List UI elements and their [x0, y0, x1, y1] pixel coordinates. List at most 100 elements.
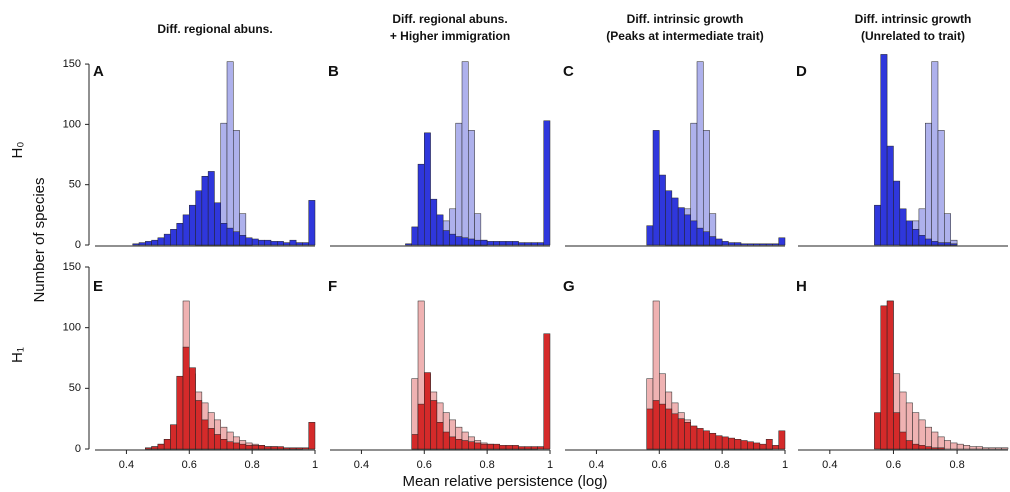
- histogram-bar: [277, 241, 284, 246]
- row-label: H₁: [9, 347, 26, 363]
- histogram-bar: [442, 431, 450, 450]
- histogram-bar: [245, 445, 253, 450]
- histogram-bar: [696, 227, 704, 246]
- histogram-bar: [474, 239, 482, 246]
- histogram-bar: [430, 198, 438, 246]
- histogram-bar: [963, 445, 971, 450]
- panel-label: G: [563, 278, 575, 295]
- histogram-bar: [518, 242, 526, 246]
- histogram-bar: [715, 238, 723, 246]
- histogram-bar: [899, 431, 907, 450]
- histogram-bar: [753, 442, 761, 450]
- histogram-bar: [442, 230, 450, 246]
- histogram-bar: [468, 238, 475, 246]
- histogram-bar: [659, 174, 666, 246]
- histogram-bar: [499, 445, 507, 450]
- histogram-bar: [289, 239, 297, 246]
- panel-title: Diff. intrinsic growth: [855, 12, 972, 26]
- histogram-bar: [646, 225, 654, 246]
- histogram-bar: [264, 446, 272, 450]
- histogram-bar: [201, 419, 209, 450]
- histogram-bar: [455, 439, 463, 450]
- histogram-bar: [772, 445, 779, 450]
- histogram-bar: [226, 227, 234, 246]
- histogram-bar: [505, 445, 513, 450]
- x-tick-label: 1: [782, 459, 788, 471]
- histogram-bar: [233, 231, 240, 246]
- x-tick-label: 1: [547, 459, 553, 471]
- histogram-bar: [258, 445, 265, 450]
- histogram-bar: [417, 163, 425, 246]
- histogram-bar: [207, 428, 215, 450]
- histogram-bar: [411, 226, 419, 246]
- histogram-bar: [880, 54, 888, 246]
- histogram-bar: [703, 430, 710, 450]
- y-tick-label: 0: [75, 443, 81, 455]
- histogram-bar: [163, 233, 171, 246]
- panel-label: A: [93, 63, 104, 80]
- histogram-bar: [937, 130, 945, 246]
- histogram-bar: [417, 403, 425, 450]
- histogram-bar: [176, 223, 184, 246]
- histogram-bar: [759, 443, 767, 450]
- panel-label: D: [796, 63, 807, 80]
- panel-label: H: [796, 278, 807, 295]
- histogram-bar: [937, 447, 945, 450]
- histogram-bar: [880, 305, 888, 450]
- histogram-bar: [302, 447, 309, 450]
- histogram-bar: [721, 436, 729, 450]
- histogram-bar: [195, 190, 203, 246]
- y-tick-label: 0: [75, 239, 81, 251]
- histogram-bar: [918, 235, 926, 246]
- y-axis-label: Number of species: [31, 177, 48, 302]
- histogram-bar: [944, 242, 951, 246]
- histogram-bar: [931, 241, 939, 246]
- histogram-bar: [778, 430, 786, 450]
- x-axis-label: Mean relative persistence (log): [402, 473, 607, 490]
- histogram-bar: [480, 443, 488, 450]
- panel-title: Diff. regional abuns.: [392, 12, 507, 26]
- histogram-bar: [226, 61, 234, 246]
- histogram-bar: [424, 132, 431, 246]
- histogram-bar: [302, 242, 309, 246]
- histogram-bar: [684, 214, 691, 246]
- histogram-bar: [759, 243, 767, 246]
- histogram-bar: [937, 436, 945, 450]
- histogram-bar: [220, 439, 228, 450]
- histogram-bar: [455, 122, 463, 246]
- histogram-bar: [264, 239, 272, 246]
- histogram-bar: [690, 425, 698, 450]
- histogram-bar: [1001, 447, 1009, 450]
- histogram-bar: [449, 436, 456, 450]
- histogram-bar: [530, 242, 538, 246]
- histogram-bar: [721, 241, 729, 246]
- histogram-bar: [893, 412, 901, 450]
- histogram-bar: [690, 220, 698, 246]
- histogram-bar: [170, 229, 177, 246]
- histogram-bar: [151, 239, 159, 246]
- histogram-bar: [709, 432, 717, 450]
- histogram-bar: [671, 197, 679, 246]
- x-tick-label: 0.4: [589, 459, 604, 471]
- y-tick-label: 150: [63, 58, 81, 70]
- histogram-bar: [652, 400, 660, 450]
- histogram-bar: [677, 207, 685, 246]
- histogram-bar: [239, 443, 247, 450]
- histogram-bar: [925, 426, 932, 450]
- histogram-bar: [512, 445, 519, 450]
- histogram-bar: [220, 223, 228, 246]
- histogram-bar: [912, 229, 920, 246]
- histogram-bar: [765, 243, 773, 246]
- panel-label: E: [93, 278, 103, 295]
- histogram-bar: [677, 418, 685, 450]
- histogram-bar: [480, 239, 488, 246]
- histogram-bar: [995, 447, 1002, 450]
- histogram-bar: [734, 242, 742, 246]
- histogram-bar: [163, 439, 171, 450]
- histogram-bar: [251, 238, 259, 246]
- histogram-bar: [226, 441, 234, 450]
- histogram-bar: [132, 243, 140, 246]
- histogram-bar: [277, 446, 284, 450]
- histogram-bar: [170, 424, 177, 450]
- histogram-bar: [684, 422, 691, 450]
